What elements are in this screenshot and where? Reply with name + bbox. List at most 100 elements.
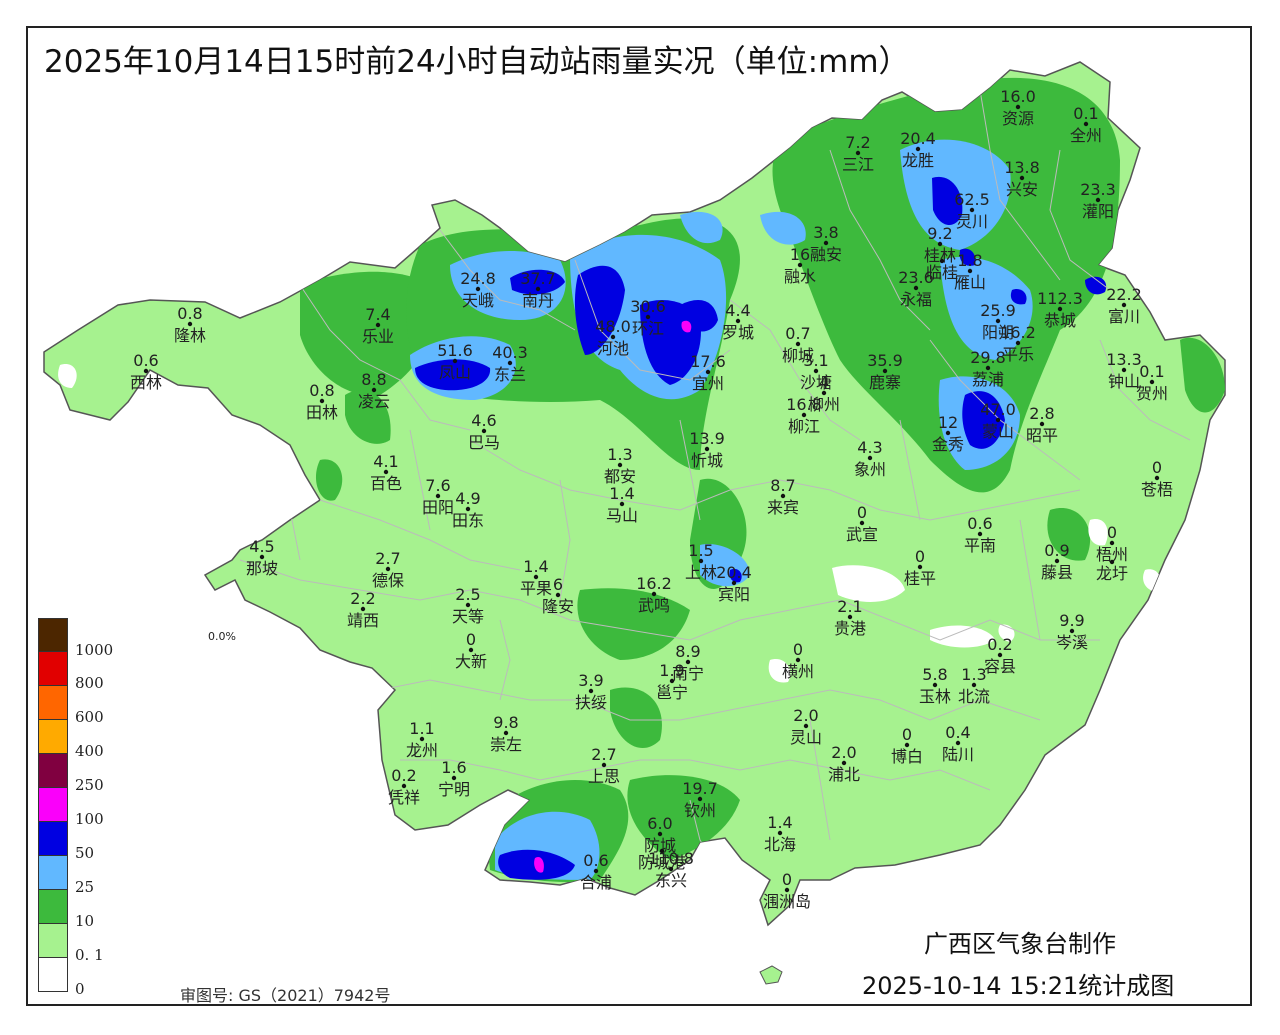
station-rain-value: 1.8 [957, 251, 982, 270]
station-68: 9.9 岑溪 [1056, 611, 1088, 652]
station-38: 16.8 柳江 [786, 395, 822, 436]
station-76: 3.9 扶绥 [575, 671, 607, 712]
station-32: 29.8 荔浦 [970, 348, 1006, 389]
station-35: 8.8 凌云 [358, 370, 390, 411]
station-59: 6 隆安 [542, 575, 574, 616]
county-boundaries [239, 89, 1191, 871]
station-44: 1.3 都安 [604, 445, 636, 486]
station-dot [468, 647, 474, 653]
station-rain-value: 0 [466, 630, 476, 649]
station-dot [617, 462, 623, 468]
station-31: 35.9 鹿寨 [867, 351, 903, 392]
station-rain-value: 3.9 [578, 671, 603, 690]
station-rain-value: 4 [819, 373, 829, 392]
station-name: 恭城 [1044, 311, 1076, 330]
station-dot [705, 369, 711, 375]
station-rain-value: 5.8 [922, 665, 947, 684]
station-rain-value: 9.9 [1059, 611, 1084, 630]
station-dot [1109, 540, 1115, 546]
station-dot [735, 318, 741, 324]
station-rain-value: 0.4 [945, 723, 970, 742]
station-name: 大新 [455, 652, 487, 671]
station-dot [955, 740, 961, 746]
station-name: 德保 [372, 571, 404, 590]
station-name: 龙圩 [1096, 564, 1128, 583]
station-dot [503, 730, 509, 736]
rain-patch-25_50 [760, 211, 806, 245]
station-dot [375, 322, 381, 328]
station-rain-value: 2.2 [350, 589, 375, 608]
county-boundary-line [1099, 339, 1191, 441]
station-40: 2.8 昭平 [1026, 404, 1058, 445]
station-name: 平果 [520, 579, 552, 598]
station-name: 罗城 [722, 323, 754, 342]
station-rain-value: 4.9 [455, 489, 480, 508]
station-name: 全州 [1070, 126, 1102, 145]
county-boundary-line [629, 599, 841, 641]
station-name: 藤县 [1041, 563, 1073, 582]
station-rain-value: 4.3 [857, 438, 882, 457]
station-dot [1109, 559, 1115, 565]
station-rain-value: 20.4 [716, 563, 752, 582]
county-boundary-line [400, 759, 541, 781]
station-dot [371, 387, 377, 393]
station-name: 宜州 [692, 374, 724, 393]
station-name: 防城 [644, 836, 676, 855]
station-89: 110.8 东兴 [648, 849, 694, 890]
station-33: 13.3 钟山 [1106, 350, 1142, 391]
station-rain-value: 16.8 [786, 395, 822, 414]
station-42: 4.6 巴马 [468, 411, 500, 452]
station-name: 忻城 [691, 451, 723, 470]
station-46: 4.1 百色 [370, 452, 402, 493]
county-boundary-line [929, 489, 1081, 521]
station-60: 0.9 藤县 [1041, 541, 1073, 582]
county-boundary-line [379, 679, 580, 701]
rain-patch-50_100 [959, 248, 976, 266]
station-87: 6.0 防城 [644, 814, 676, 855]
county-boundary-line [729, 299, 861, 441]
station-dot [1015, 340, 1021, 346]
station-rain-value: 4.1 [373, 452, 398, 471]
rain-patch-50_100 [1085, 276, 1107, 295]
rain-patch-10_25 [1180, 337, 1225, 413]
station-rain-value: 4.6 [471, 411, 496, 430]
station-dot [319, 398, 325, 404]
station-name: 凤山 [439, 363, 471, 382]
station-13: 23.6 永福 [898, 268, 934, 309]
station-dot [882, 368, 888, 374]
station-rain-value: 0.7 [785, 324, 810, 343]
station-rain-value: 2.8 [1029, 404, 1054, 423]
station-45: 4.3 象州 [854, 438, 886, 479]
station-name: 北海 [764, 835, 796, 854]
station-83: 1.6 宁明 [438, 758, 470, 799]
station-dot [823, 240, 829, 246]
station-rain-value: 4.5 [249, 537, 274, 556]
county-boundary-line [839, 599, 1100, 641]
map-title: 2025年10月14日15时前24小时自动站雨量实况（单位:mm） [44, 44, 910, 80]
station-dot [795, 341, 801, 347]
station-name: 兴安 [1006, 180, 1038, 199]
station-5: 13.8 兴安 [1004, 158, 1040, 199]
station-name: 凌云 [358, 392, 390, 411]
station-53: 0.6 平南 [964, 514, 996, 555]
station-name: 乐业 [362, 327, 394, 346]
station-rain-value: 112.3 [1037, 289, 1083, 308]
station-dot [937, 241, 943, 247]
station-dot [259, 554, 265, 560]
station-rain-value: 2.0 [793, 706, 818, 725]
station-49: 4.9 田东 [452, 489, 484, 530]
station-dot [1015, 104, 1021, 110]
station-rain-value: 13.9 [689, 429, 725, 448]
legend-label: 100 [75, 810, 104, 828]
station-58: 1.4 平果 [520, 557, 552, 598]
station-name: 宾阳 [718, 585, 750, 604]
station-dot [1095, 197, 1101, 203]
station-dot [507, 360, 513, 366]
station-14: 112.3 恭城 [1037, 289, 1083, 330]
station-rain-value: 2.1 [837, 597, 862, 616]
station-name: 合浦 [580, 873, 612, 892]
station-rain-value: 9.8 [493, 713, 518, 732]
station-72: 0 横州 [782, 640, 814, 681]
county-boundary-line [979, 89, 1061, 281]
station-rain-value: 1.4 [523, 557, 548, 576]
